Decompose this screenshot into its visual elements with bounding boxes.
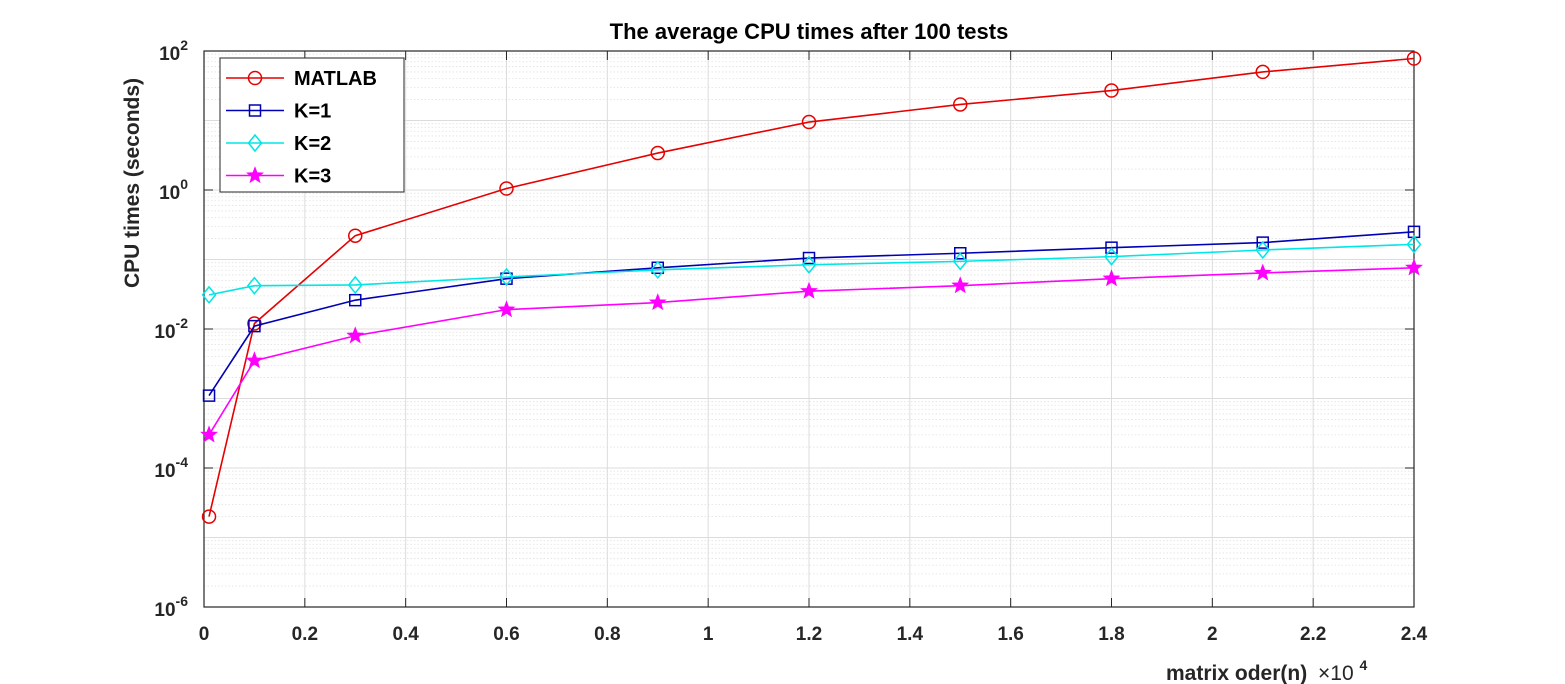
x-tick-label: 0.8 <box>594 624 620 645</box>
star-marker <box>200 425 218 443</box>
circle-marker <box>953 97 968 112</box>
y-tick-label: 10-2 <box>154 315 188 343</box>
diamond-marker <box>499 267 514 287</box>
y-tick-exponent: 0 <box>180 176 188 192</box>
square-marker <box>802 251 816 265</box>
legend-entry: MATLAB <box>226 68 377 90</box>
star-marker <box>246 166 264 184</box>
y-tick-exponent: -4 <box>176 454 189 470</box>
y-tick-label: 10-4 <box>154 454 188 482</box>
y-axis-label: CPU times (seconds) <box>121 78 144 288</box>
legend: MATLAB K=1 K=2 K=3 <box>219 57 405 193</box>
diamond-marker <box>1406 235 1422 254</box>
legend-entry: K=2 <box>226 133 331 155</box>
circle-marker <box>1406 51 1422 66</box>
star-marker <box>800 281 818 299</box>
diamond-marker <box>1255 240 1271 260</box>
diamond-marker <box>952 252 968 271</box>
y-tick-base: 10 <box>159 183 180 204</box>
x-tick-label: 1 <box>703 624 714 645</box>
series-matlab <box>201 51 1422 524</box>
star-marker <box>1253 263 1272 281</box>
diamond-marker <box>247 133 263 153</box>
legend-label: MATLAB <box>294 68 377 90</box>
diamond-marker <box>801 255 817 274</box>
legend-label: K=1 <box>294 101 331 123</box>
circle-marker <box>1255 64 1270 80</box>
star-marker <box>951 276 970 294</box>
y-tick-base: 10 <box>159 44 180 65</box>
series-line <box>208 266 1415 436</box>
x-tick-label: 1.2 <box>796 624 822 645</box>
star-marker <box>346 326 365 344</box>
circle-marker <box>247 70 263 86</box>
y-tick-exponent: -6 <box>176 593 189 609</box>
series-k-1 <box>202 225 1421 402</box>
y-tick-label: 10-6 <box>154 593 188 621</box>
x-tick-label: 2.2 <box>1300 624 1326 645</box>
diamond-marker <box>347 275 363 295</box>
x-tick-label: 0.4 <box>392 624 419 645</box>
diamond-marker <box>650 260 666 280</box>
x-tick-label: 2 <box>1207 624 1218 645</box>
circle-marker <box>499 181 514 196</box>
diamond-marker <box>246 276 262 295</box>
x-tick-label: 2.4 <box>1401 624 1428 645</box>
square-marker <box>202 389 216 402</box>
x-tick-label: 0.6 <box>493 624 519 645</box>
star-marker <box>497 300 516 318</box>
square-marker <box>1105 241 1118 254</box>
x-tick-label: 1.6 <box>997 624 1023 645</box>
y-tick-base: 10 <box>154 600 175 621</box>
circle-marker <box>801 114 817 130</box>
circle-marker <box>201 509 217 524</box>
series-k-2 <box>201 235 1422 305</box>
chart-title: The average CPU times after 100 tests <box>610 19 1009 44</box>
y-tick-base: 10 <box>154 322 175 343</box>
legend-entry: K=1 <box>226 101 331 123</box>
y-tick-label: 100 <box>159 176 188 204</box>
series-line <box>208 57 1415 517</box>
y-tick-base: 10 <box>154 461 175 482</box>
axis-ticks <box>203 50 1415 608</box>
square-marker <box>248 104 262 117</box>
x-tick-label: 1.8 <box>1098 624 1124 645</box>
x-tick-label: 0.2 <box>292 624 318 645</box>
legend-label: K=2 <box>294 133 331 155</box>
circle-marker <box>348 228 363 243</box>
star-marker <box>648 293 667 311</box>
circle-marker <box>650 145 665 161</box>
star-marker <box>1102 269 1121 287</box>
series-line <box>208 243 1415 296</box>
square-marker <box>248 319 261 333</box>
x-multiplier-base: ×10 <box>1318 662 1354 684</box>
square-marker <box>954 247 967 260</box>
x-axis-label: matrix oder(n) ×10 4 <box>1166 657 1368 684</box>
legend-entry: K=3 <box>226 166 331 188</box>
diamond-marker <box>1104 247 1119 266</box>
y-tick-exponent: 2 <box>180 37 188 53</box>
circle-marker <box>247 316 262 331</box>
series-k-3 <box>200 258 1423 443</box>
diamond-marker <box>201 285 217 305</box>
y-tick-label: 102 <box>159 37 188 65</box>
series-line <box>208 231 1415 397</box>
circle-marker <box>1104 83 1119 98</box>
series-layer <box>200 51 1423 524</box>
star-marker <box>1405 258 1423 276</box>
star-marker <box>245 351 264 369</box>
y-tick-exponent: -2 <box>176 315 189 331</box>
legend-box <box>219 57 405 193</box>
x-tick-label: 0 <box>199 624 210 645</box>
square-marker <box>1256 236 1269 249</box>
x-tick-label: 1.4 <box>897 624 924 645</box>
square-marker <box>349 293 362 307</box>
x-tick-labels: 0 0.2 0.4 0.6 0.8 1 1.2 1.4 1.6 1.8 2 2.2 2.4 <box>199 624 1428 645</box>
x-axis-label-text: matrix oder(n) <box>1166 662 1307 684</box>
legend-label: K=3 <box>294 166 331 188</box>
x-multiplier-exponent: 4 <box>1360 657 1368 673</box>
